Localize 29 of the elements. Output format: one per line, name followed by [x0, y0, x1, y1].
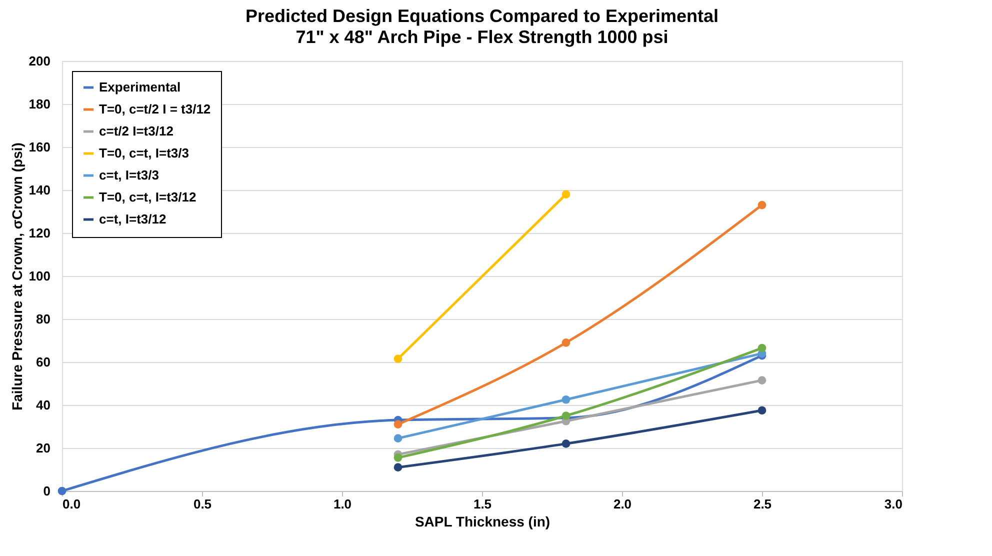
chart-subtitle: 71" x 48" Arch Pipe - Flex Strength 1000 psi [296, 27, 668, 47]
y-tick-label: 100 [28, 268, 50, 284]
x-tick-label: 1.5 [473, 496, 492, 512]
legend-label: c=t, I=t3/12 [99, 212, 166, 226]
x-tick-label: 3.0 [884, 496, 902, 512]
x-tick-label: 2.5 [753, 496, 772, 512]
legend-label: c=t/2 I=t3/12 [99, 124, 174, 138]
legend-label: T=0, c=t/2 I = t3/12 [99, 102, 211, 116]
x-tick-label: 0.0 [62, 496, 81, 512]
x-tick-label: 0.5 [193, 496, 212, 512]
y-tick-label: 0 [43, 484, 50, 498]
y-tick-label: 160 [28, 140, 50, 154]
x-tick-label: 2.0 [613, 496, 632, 512]
legend-label: T=0, c=t, I=t3/12 [99, 190, 196, 204]
y-tick-label: 180 [28, 96, 50, 112]
x-tick-label: 1.0 [333, 496, 352, 512]
y-axis-title: Failure Pressure at Crown, σCrown (psi) [8, 142, 25, 410]
y-tick-label: 80 [36, 312, 50, 326]
y-tick-label: 20 [36, 440, 50, 456]
chart-title: Predicted Design Equations Compared to Experimental [245, 6, 719, 26]
legend-label: T=0, c=t, I=t3/3 [99, 146, 189, 160]
y-tick-label: 200 [28, 54, 50, 68]
x-axis-title: SAPL Thickness (in) [414, 514, 550, 530]
y-tick-label: 40 [36, 398, 50, 412]
legend-label: Experimental [99, 80, 181, 94]
y-tick-label: 120 [28, 226, 50, 240]
legend-label: c=t, I=t3/3 [99, 168, 159, 182]
y-tick-label: 140 [28, 182, 50, 198]
y-tick-label: 60 [36, 354, 50, 370]
